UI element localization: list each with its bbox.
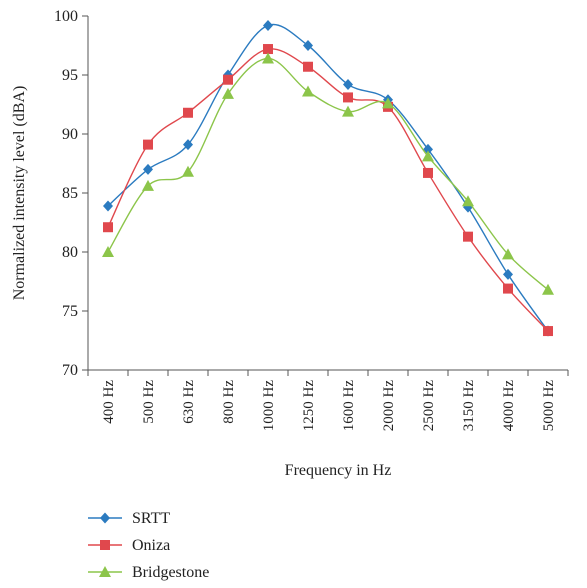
- legend-marker: [99, 566, 111, 577]
- y-tick-label: 75: [62, 303, 78, 320]
- y-axis: 70 75 80 85 90 95 100: [54, 8, 89, 379]
- series-bridgestone: [102, 52, 554, 295]
- data-point: [503, 268, 513, 280]
- x-tick-label: 1250 Hz: [301, 380, 317, 432]
- series-line: [107, 23, 549, 332]
- data-point: [302, 85, 314, 97]
- data-point: [463, 231, 473, 242]
- data-point: [303, 61, 313, 72]
- data-point: [103, 200, 113, 212]
- x-tick-label: 800 Hz: [221, 380, 237, 424]
- y-tick-label: 100: [54, 8, 78, 25]
- legend: SRTT Oniza Bridgestone: [88, 510, 209, 581]
- x-tick-label: 2500 Hz: [421, 380, 437, 432]
- y-tick-label: 70: [62, 362, 78, 379]
- series-srtt: [103, 19, 553, 337]
- x-tick-label: 400 Hz: [101, 380, 117, 424]
- x-tick-label: 630 Hz: [181, 380, 197, 424]
- data-point: [183, 139, 193, 151]
- data-point: [183, 107, 193, 118]
- legend-marker: [100, 512, 110, 524]
- y-tick-label: 90: [62, 126, 78, 143]
- x-axis: 400 Hz 500 Hz 630 Hz 800 Hz 1000 Hz 1250 Hz 16…: [87, 369, 569, 432]
- data-point: [262, 52, 274, 64]
- legend-item: SRTT: [88, 510, 170, 527]
- legend-marker: [100, 540, 110, 550]
- data-point: [103, 222, 113, 233]
- legend-label: Oniza: [132, 537, 170, 554]
- data-point: [222, 87, 234, 99]
- series-layer: [102, 19, 554, 337]
- data-point: [503, 283, 513, 294]
- data-point: [382, 97, 394, 109]
- x-tick-label: 1000 Hz: [261, 380, 277, 432]
- data-point: [343, 78, 353, 90]
- x-axis-title: Frequency in Hz: [285, 462, 392, 479]
- y-tick-label: 80: [62, 244, 78, 261]
- data-point: [542, 283, 554, 295]
- data-point: [423, 167, 433, 178]
- data-point: [263, 19, 273, 31]
- data-point: [102, 246, 114, 257]
- data-point: [343, 92, 353, 103]
- x-tick-label: 3150 Hz: [461, 380, 477, 432]
- data-point: [143, 163, 153, 175]
- data-point: [342, 105, 354, 117]
- y-axis-title: Normalized intensity level (dBA): [11, 86, 28, 301]
- y-tick-label: 95: [62, 67, 78, 84]
- legend-item: Oniza: [88, 537, 170, 554]
- data-point: [462, 195, 474, 207]
- x-tick-label: 1600 Hz: [341, 380, 357, 432]
- data-point: [143, 139, 153, 150]
- data-point: [142, 179, 154, 191]
- x-tick-label: 5000 Hz: [541, 380, 557, 432]
- y-tick-label: 85: [62, 185, 78, 202]
- data-point: [422, 150, 434, 162]
- legend-item: Bridgestone: [88, 564, 209, 581]
- legend-label: SRTT: [132, 510, 170, 527]
- series-oniza: [103, 44, 553, 337]
- data-point: [182, 165, 194, 177]
- x-tick-label: 4000 Hz: [501, 380, 517, 432]
- x-tick-label: 2000 Hz: [381, 380, 397, 432]
- data-point: [263, 44, 273, 55]
- data-point: [223, 74, 233, 85]
- series-line: [107, 48, 549, 332]
- x-tick-label: 500 Hz: [141, 380, 157, 424]
- data-point: [543, 326, 553, 337]
- legend-label: Bridgestone: [132, 564, 209, 581]
- data-point: [303, 40, 313, 51]
- data-point: [502, 248, 514, 260]
